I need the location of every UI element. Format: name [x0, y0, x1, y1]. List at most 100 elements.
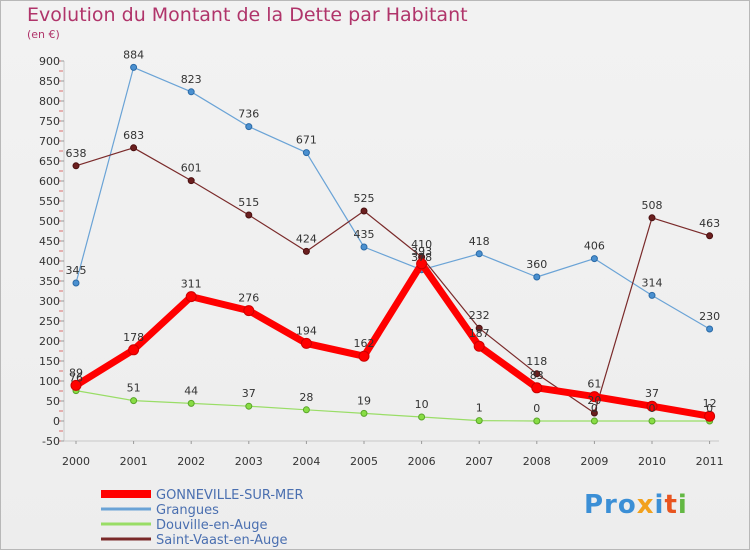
x-tick-label: 2002	[177, 455, 205, 468]
data-point	[475, 250, 483, 258]
y-tick-label: 500	[39, 215, 60, 228]
data-label: 83	[530, 369, 544, 382]
data-label: 345	[66, 264, 87, 277]
x-tick-label: 2006	[408, 455, 436, 468]
y-tick-label: 200	[39, 335, 60, 348]
data-point	[187, 88, 195, 96]
logo-part: t	[664, 490, 678, 520]
data-label: 12	[703, 397, 717, 410]
y-tick-label: 300	[39, 295, 60, 308]
x-tick-label: 2000	[62, 455, 90, 468]
chart-title: Evolution du Montant de la Dette par Hab…	[27, 4, 468, 26]
series-saint-vaast-en-auge	[72, 144, 714, 417]
data-label: 20	[587, 394, 601, 407]
data-point	[130, 397, 138, 405]
data-label: 515	[238, 196, 259, 209]
y-tick-label: 250	[39, 315, 60, 328]
data-label: 89	[69, 366, 83, 379]
data-point	[475, 324, 483, 332]
data-label: 410	[411, 238, 432, 251]
data-label: 671	[296, 134, 317, 147]
y-tick-label: 400	[39, 255, 60, 268]
data-label: 0	[649, 402, 656, 415]
data-point	[475, 417, 483, 425]
data-label: 736	[238, 108, 259, 121]
y-tick-label: 450	[39, 235, 60, 248]
data-point	[187, 177, 195, 185]
data-point	[704, 410, 716, 422]
data-label: 118	[526, 355, 547, 368]
x-tick-label: 2007	[465, 455, 493, 468]
data-labels: 89 178 311 276 194 162 393 187 83 61 37 12 345 884 823…	[66, 48, 721, 415]
data-label: 44	[184, 384, 198, 397]
y-tick-label: 750	[39, 115, 60, 128]
x-tick-label: 2001	[120, 455, 148, 468]
proxiti-logo: Proxiti	[584, 490, 688, 520]
data-label: 525	[354, 192, 375, 205]
data-label: 51	[127, 382, 141, 395]
data-label: 162	[354, 337, 375, 350]
data-point	[646, 400, 658, 412]
y-tick-label: 650	[39, 155, 60, 168]
series-line	[72, 260, 714, 420]
data-point	[302, 247, 310, 255]
data-point	[358, 350, 370, 362]
series-gonneville-sur-mer	[70, 258, 716, 422]
data-label: 601	[181, 162, 202, 175]
x-tick-label: 2003	[235, 455, 263, 468]
data-point	[72, 162, 80, 170]
x-tick-label: 2005	[350, 455, 378, 468]
data-label: 232	[469, 309, 490, 322]
data-label: 276	[238, 292, 259, 305]
logo-part: i	[654, 490, 665, 520]
data-label: 406	[584, 240, 605, 253]
data-label: 435	[354, 228, 375, 241]
data-point	[706, 325, 714, 333]
data-point	[72, 279, 80, 287]
data-label: 638	[66, 147, 87, 160]
data-label: 360	[526, 258, 547, 271]
series-line	[75, 147, 711, 414]
x-tick-label: 2010	[638, 455, 666, 468]
data-point	[590, 409, 598, 417]
data-label: 0	[706, 402, 713, 415]
logo-part: x	[636, 490, 655, 520]
series-grangues	[72, 63, 714, 333]
data-label: 378	[411, 251, 432, 264]
data-point	[245, 402, 253, 410]
data-label: 311	[181, 278, 202, 291]
y-tick-label: 100	[39, 375, 60, 388]
data-point	[70, 379, 82, 391]
y-tick-label: 800	[39, 95, 60, 108]
data-point	[533, 370, 541, 378]
legend-label: Grangues	[156, 503, 219, 518]
logo-part: Pro	[584, 490, 637, 520]
data-point	[130, 63, 138, 71]
legend-label: Saint-Vaast-en-Auge	[156, 533, 288, 548]
data-point	[360, 243, 368, 251]
data-point	[416, 258, 428, 270]
data-point	[245, 123, 253, 131]
y-tick-label: 350	[39, 275, 60, 288]
legend-label: GONNEVILLE-SUR-MER	[156, 488, 304, 503]
logo-part: i	[677, 490, 688, 520]
data-label: 0	[591, 402, 598, 415]
data-label: 418	[469, 235, 490, 248]
y-tick-label: -50	[42, 435, 60, 448]
data-point	[243, 305, 255, 317]
data-label: 28	[299, 391, 313, 404]
data-label: 37	[645, 387, 659, 400]
data-label: 463	[699, 217, 720, 230]
data-point	[302, 149, 310, 157]
data-label: 61	[587, 378, 601, 391]
x-tick-label: 2011	[696, 455, 724, 468]
data-label: 884	[123, 48, 144, 61]
data-point	[245, 211, 253, 219]
data-label: 178	[123, 331, 144, 344]
y-tick-label: 600	[39, 175, 60, 188]
data-point	[533, 273, 541, 281]
data-point	[531, 382, 543, 394]
data-label: 194	[296, 324, 317, 337]
